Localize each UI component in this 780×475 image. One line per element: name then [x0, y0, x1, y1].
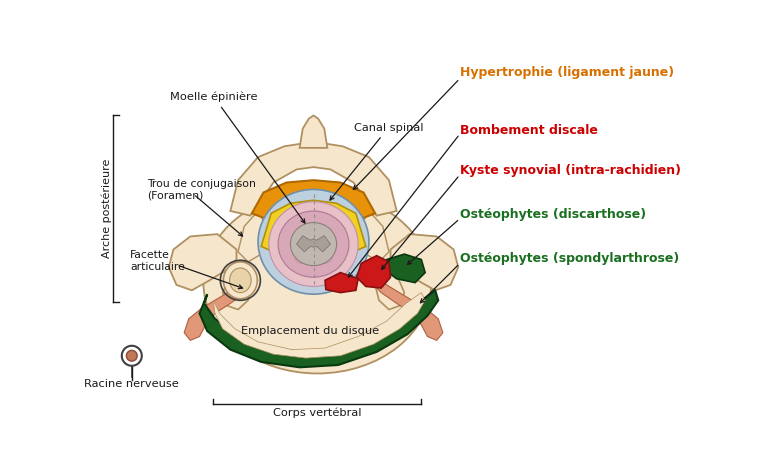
Ellipse shape	[317, 251, 332, 263]
Ellipse shape	[290, 223, 337, 266]
Polygon shape	[261, 200, 366, 252]
Ellipse shape	[122, 346, 142, 366]
Polygon shape	[369, 275, 443, 341]
Polygon shape	[296, 236, 331, 252]
Ellipse shape	[126, 351, 137, 361]
Text: Kyste synovial (intra-rachidien): Kyste synovial (intra-rachidien)	[459, 164, 681, 178]
Text: Arche postérieure: Arche postérieure	[102, 158, 112, 257]
Text: Canal spinal: Canal spinal	[330, 123, 423, 200]
Polygon shape	[168, 234, 236, 290]
Text: Ostéophytes (discarthose): Ostéophytes (discarthose)	[459, 209, 646, 221]
Polygon shape	[391, 234, 459, 290]
Text: Ostéophytes (spondylarthrose): Ostéophytes (spondylarthrose)	[459, 252, 679, 265]
Polygon shape	[200, 290, 438, 367]
Ellipse shape	[295, 251, 310, 263]
Polygon shape	[214, 293, 425, 358]
Polygon shape	[374, 262, 404, 310]
Text: Racine nerveuse: Racine nerveuse	[84, 379, 179, 389]
Polygon shape	[300, 115, 328, 148]
Polygon shape	[230, 142, 397, 216]
Text: Trou de conjugaison
(Foramen): Trou de conjugaison (Foramen)	[147, 179, 256, 200]
Ellipse shape	[229, 268, 251, 293]
Text: Hypertrophie (ligament jaune): Hypertrophie (ligament jaune)	[459, 66, 674, 79]
Ellipse shape	[269, 202, 358, 286]
Polygon shape	[222, 262, 254, 310]
Text: Bombement discale: Bombement discale	[459, 124, 597, 137]
Text: Emplacement du disque: Emplacement du disque	[240, 326, 379, 336]
Ellipse shape	[204, 192, 431, 373]
Text: Facette
articulaire: Facette articulaire	[130, 250, 185, 272]
Ellipse shape	[278, 211, 349, 277]
Polygon shape	[325, 273, 358, 293]
Ellipse shape	[223, 262, 257, 299]
Polygon shape	[252, 180, 375, 218]
Polygon shape	[356, 256, 391, 288]
Text: Corps vertébral: Corps vertébral	[273, 408, 362, 418]
Polygon shape	[358, 211, 389, 262]
Polygon shape	[385, 254, 425, 283]
Ellipse shape	[258, 190, 369, 294]
Polygon shape	[238, 211, 269, 262]
Polygon shape	[184, 275, 258, 341]
Text: Moelle épinière: Moelle épinière	[170, 92, 305, 223]
